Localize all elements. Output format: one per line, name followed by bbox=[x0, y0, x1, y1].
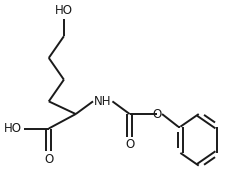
Text: HO: HO bbox=[4, 122, 22, 135]
Text: HO: HO bbox=[55, 4, 73, 17]
Text: NH: NH bbox=[94, 95, 111, 108]
Text: O: O bbox=[124, 138, 134, 151]
Text: O: O bbox=[44, 153, 53, 166]
Text: O: O bbox=[151, 108, 161, 121]
